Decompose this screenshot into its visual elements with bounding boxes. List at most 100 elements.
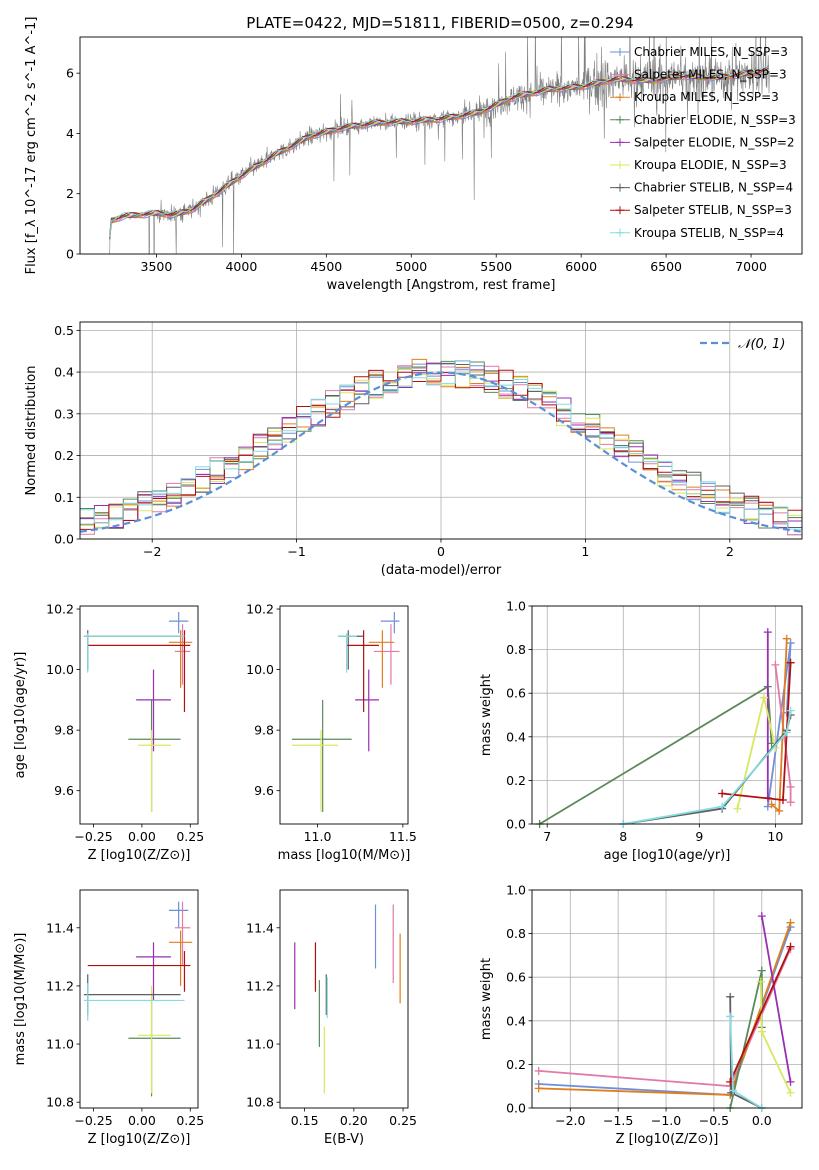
legend-label: Salpeter MILES, N_SSP=3: [634, 68, 787, 82]
y-tick-label: 10.2: [46, 602, 74, 617]
weight-marker: [786, 918, 795, 927]
x-tick-label: 0.25: [176, 1113, 204, 1128]
y-tick-label: 10.8: [246, 1095, 274, 1110]
weight-marker: [733, 804, 742, 813]
y-tick-label: 0.4: [54, 365, 74, 380]
axes-frame: [79, 321, 803, 540]
legend-label: Chabrier ELODIE, N_SSP=3: [634, 113, 796, 127]
legend-label: Kroupa MILES, N_SSP=3: [634, 90, 779, 104]
y-tick-label: 10.8: [46, 1095, 74, 1110]
weight-marker: [786, 798, 795, 807]
x-tick-label: 3500: [141, 259, 173, 274]
x-tick-label: 6500: [650, 259, 682, 274]
x-tick-label: 8: [619, 829, 627, 844]
legend-marker: [616, 206, 624, 215]
weight-marker: [729, 1086, 738, 1095]
weight-marker: [786, 1088, 795, 1097]
x-tick-label: 0.25: [389, 1113, 417, 1128]
y-tick-label: 0.2: [54, 448, 74, 463]
weight-marker: [786, 782, 795, 791]
residuals-panel: −2 −1 0 1 2 0.0 0.1 0.2 0.3 0.4 0.5 (data-model)/er…: [24, 321, 803, 578]
y-tick-label: 0.0: [54, 532, 74, 547]
y-axis-label: Flux [f_λ 10^-17 erg cm^-2 s^-1 A^-1]: [24, 17, 39, 275]
histogram-salpeter_stelib: [80, 369, 802, 530]
x-tick-label: −0.25: [74, 829, 112, 844]
mass_vs_ebv-panel: 0.15 0.20 0.25 10.8 11.0 11.2 11.4 E(B-V): [246, 889, 417, 1147]
weight_vs_age-panel: 7 8 9 10 0.0 0.2 0.4 0.6 0.8 1.0 age [log10(age/yr…: [479, 599, 803, 863]
y-tick-label: 9.6: [254, 783, 274, 798]
weight-line-chabrier_stelib: [623, 714, 792, 824]
x-tick-label: −1.0: [651, 1113, 681, 1128]
x-tick-label: −2: [143, 544, 161, 559]
legend-label: Salpeter STELIB, N_SSP=3: [634, 203, 792, 217]
y-tick-label: 11.2: [46, 978, 74, 993]
x-tick-label: −2.0: [555, 1113, 585, 1128]
x-tick-label: −0.25: [74, 1113, 112, 1128]
y-tick-label: 11.0: [246, 1037, 274, 1052]
axes-frame: [79, 605, 199, 825]
y-axis-label: mass [log10(M/M⊙)]: [13, 933, 28, 1066]
x-tick-label: −0.5: [699, 1113, 729, 1128]
histogram-kroupa_stelib: [80, 360, 802, 530]
legend-label: Chabrier MILES, N_SSP=3: [634, 45, 788, 59]
spectrum-panel: 3500 4000 4500 5000 5500 6000 6500 7000 0 2 4 6 wave…: [24, 17, 803, 293]
x-tick-label: 5500: [480, 259, 512, 274]
legend-label: Kroupa STELIB, N_SSP=4: [634, 226, 784, 240]
y-tick-label: 4: [66, 126, 74, 141]
y-tick-label: 2: [66, 186, 74, 201]
y-axis-label: mass weight: [479, 674, 494, 756]
x-tick-label: −1: [287, 544, 305, 559]
y-tick-label: 11.4: [246, 920, 274, 935]
weight-marker: [726, 1012, 735, 1021]
x-axis-label: wavelength [Angstrom, rest frame]: [327, 278, 556, 293]
y-tick-label: 0: [66, 247, 74, 262]
weight-line-chabrier_elodie: [539, 685, 773, 824]
weight-marker: [534, 1084, 543, 1093]
legend-marker: [616, 183, 624, 192]
y-axis-label: age [log10(age/yr)]: [13, 652, 28, 779]
legend-marker: [616, 93, 624, 102]
x-tick-label: 0.00: [128, 829, 156, 844]
axes-frame: [79, 889, 199, 1109]
weight-marker: [757, 912, 766, 921]
weight-marker: [778, 796, 787, 805]
y-tick-label: 0.6: [506, 686, 526, 701]
y-tick-label: 0.8: [506, 926, 526, 941]
x-tick-label: 11.0: [304, 829, 332, 844]
weight-marker: [786, 1077, 795, 1086]
x-axis-label: E(B-V): [324, 1132, 364, 1147]
x-tick-label: 7: [543, 829, 551, 844]
y-tick-label: 0.0: [506, 1101, 526, 1116]
x-tick-label: 0.15: [291, 1113, 319, 1128]
y-tick-label: 10.0: [246, 662, 274, 677]
legend-marker: [616, 48, 624, 56]
weight-marker: [786, 706, 795, 715]
legend-label: Chabrier STELIB, N_SSP=4: [634, 181, 793, 195]
x-tick-label: 1: [581, 544, 589, 559]
model-line-chabrier_miles: [109, 69, 770, 238]
x-tick-label: 4500: [310, 259, 342, 274]
y-axis-label: Normed distribution: [24, 366, 39, 496]
x-tick-label: 7000: [735, 259, 767, 274]
y-tick-label: 11.4: [46, 920, 74, 935]
weight-marker: [782, 728, 791, 737]
weight-marker: [786, 942, 795, 951]
legend-marker: [616, 161, 624, 169]
axes-frame: [279, 605, 409, 825]
x-tick-label: 0.00: [128, 1113, 156, 1128]
figure-title: PLATE=0422, MJD=51811, FIBERID=0500, z=0…: [246, 14, 633, 32]
y-tick-label: 0.0: [506, 817, 526, 832]
y-tick-label: 11.0: [46, 1037, 74, 1052]
y-tick-label: 0.8: [506, 642, 526, 657]
y-tick-label: 0.6: [506, 970, 526, 985]
y-tick-label: 10.2: [246, 602, 274, 617]
x-tick-label: 2: [726, 544, 734, 559]
weight-marker: [759, 693, 768, 702]
model-line-salpeter_miles: [109, 69, 769, 239]
x-tick-label: 0: [437, 544, 445, 559]
x-tick-label: 0.0: [752, 1113, 772, 1128]
weight-marker: [763, 628, 772, 637]
weight-marker: [726, 992, 735, 1001]
x-axis-label: Z [log10(Z/Z⊙)]: [616, 1132, 719, 1147]
